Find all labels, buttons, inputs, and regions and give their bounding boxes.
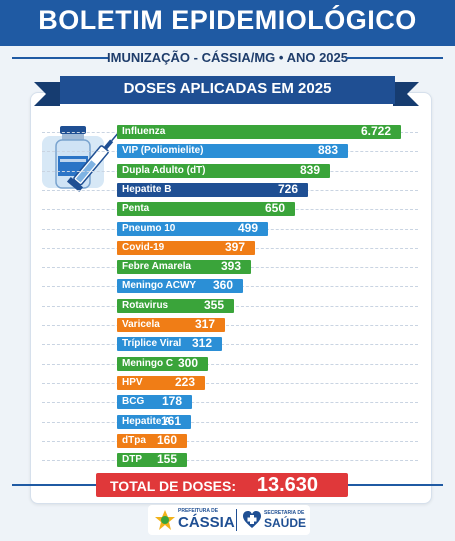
bar-value-label: 155 (156, 452, 177, 466)
bar: Influenza 6.722 (117, 124, 401, 139)
bar-value-label: 312 (191, 336, 212, 350)
bar-category-label: Influenza (122, 126, 166, 137)
bar-category-label: Dupla Adulto (dT) (122, 165, 206, 176)
bar: VIP (Poliomielite) 883 (117, 143, 348, 158)
row-guide (42, 364, 418, 365)
bar-category-label: Covid-19 (122, 242, 165, 253)
bar: Hepatite A 161 (117, 414, 191, 429)
bar-category-label: Penta (122, 203, 150, 214)
total-rule-left (12, 484, 96, 486)
bar: Meningo C 300 (117, 356, 208, 371)
bar-category-label: dTpa (122, 435, 146, 446)
bar: Tríplice Viral 312 (117, 336, 222, 351)
bar-value-label: 300 (177, 356, 198, 370)
bar-value-label: 317 (194, 317, 215, 331)
footer-logos: PREFEITURA DE CÁSSIA SECRETARIA DE SAÚDE (148, 505, 310, 535)
bar-category-label: Meningo ACWY (122, 280, 197, 291)
bar-value-label: 161 (160, 414, 181, 428)
bar: Pneumo 10 499 (117, 221, 268, 236)
bar: Dupla Adulto (dT) 839 (117, 163, 330, 178)
row-guide (42, 383, 418, 384)
bar-value-label: 360 (212, 278, 233, 292)
bar-category-label: Meningo C (122, 358, 174, 369)
subtitle-rule-right (346, 57, 443, 59)
vaccine-vial-syringe-icon (42, 126, 118, 192)
bar: Penta 650 (117, 201, 295, 216)
header-bar (0, 0, 455, 46)
page-title: BOLETIM EPIDEMIOLÓGICO (38, 5, 417, 35)
bar-value-label: 393 (220, 259, 241, 273)
bar-category-label: HPV (122, 377, 143, 388)
city-logo-icon (155, 510, 175, 530)
bar-category-label: Hepatite A (122, 416, 172, 427)
logo-health-small: SECRETARIA DE (264, 510, 305, 516)
bar: BCG 178 (117, 394, 192, 409)
bar-category-label: Pneumo 10 (122, 223, 176, 234)
subtitle: IMUNIZAÇÃO - CÁSSIA/MG • ANO 2025 (107, 50, 348, 65)
bar-value-label: 178 (161, 394, 182, 408)
total-doses-box: TOTAL DE DOSES: 13.630 (96, 473, 348, 497)
row-guide (42, 325, 418, 326)
bar-value-label: 160 (156, 433, 177, 447)
bar-category-label: BCG (122, 396, 145, 407)
chart-title: DOSES APLICADAS EM 2025 (123, 80, 332, 97)
bar-value-label: 726 (277, 182, 298, 196)
bar-value-label: 397 (224, 240, 245, 254)
bar: Rotavirus 355 (117, 298, 234, 313)
bar: Hepatite B 726 (117, 182, 308, 197)
total-doses-value: 13.630 (256, 474, 318, 496)
bar-category-label: Febre Amarela (122, 261, 192, 272)
bar: Meningo ACWY 360 (117, 278, 243, 293)
logo-health-name: SAÚDE (264, 516, 307, 530)
chart-banner (60, 76, 395, 104)
health-logo-icon (243, 511, 261, 528)
row-guide (42, 422, 418, 423)
total-doses-label: TOTAL DE DOSES: (110, 478, 237, 494)
bar-value-label: 650 (264, 201, 285, 215)
row-guide (42, 344, 418, 345)
bar-category-label: DTP (122, 454, 142, 465)
bar: dTpa 160 (117, 433, 187, 448)
bar-value-label: 499 (237, 221, 258, 235)
bar-value-label: 839 (299, 163, 320, 177)
total-rule-right (348, 484, 443, 486)
bar: Febre Amarela 393 (117, 259, 251, 274)
logo-city-small: PREFEITURA DE (178, 508, 219, 514)
bar: HPV 223 (117, 375, 205, 390)
bar-category-label: Rotavirus (122, 300, 169, 311)
bar-category-label: Hepatite B (122, 184, 172, 195)
row-guide (42, 441, 418, 442)
bar-value-label: 355 (203, 298, 224, 312)
bar: DTP 155 (117, 452, 187, 467)
bar: Varicela 317 (117, 317, 225, 332)
row-guide (42, 460, 418, 461)
bar: Covid-19 397 (117, 240, 255, 255)
bar-category-label: Varicela (122, 319, 160, 330)
bar-value-label: 883 (317, 143, 338, 157)
banner-ribbon-left (34, 82, 60, 106)
bar-value-label: 223 (174, 375, 195, 389)
bar-category-label: VIP (Poliomielite) (122, 145, 204, 156)
bar-category-label: Tríplice Viral (122, 338, 182, 349)
logo-city-name: CÁSSIA (178, 514, 235, 531)
banner-ribbon-right (393, 82, 419, 106)
row-guide (42, 402, 418, 403)
logo-divider (236, 509, 237, 531)
subtitle-rule-left (12, 57, 108, 59)
bar-value-label: 6.722 (360, 124, 391, 138)
